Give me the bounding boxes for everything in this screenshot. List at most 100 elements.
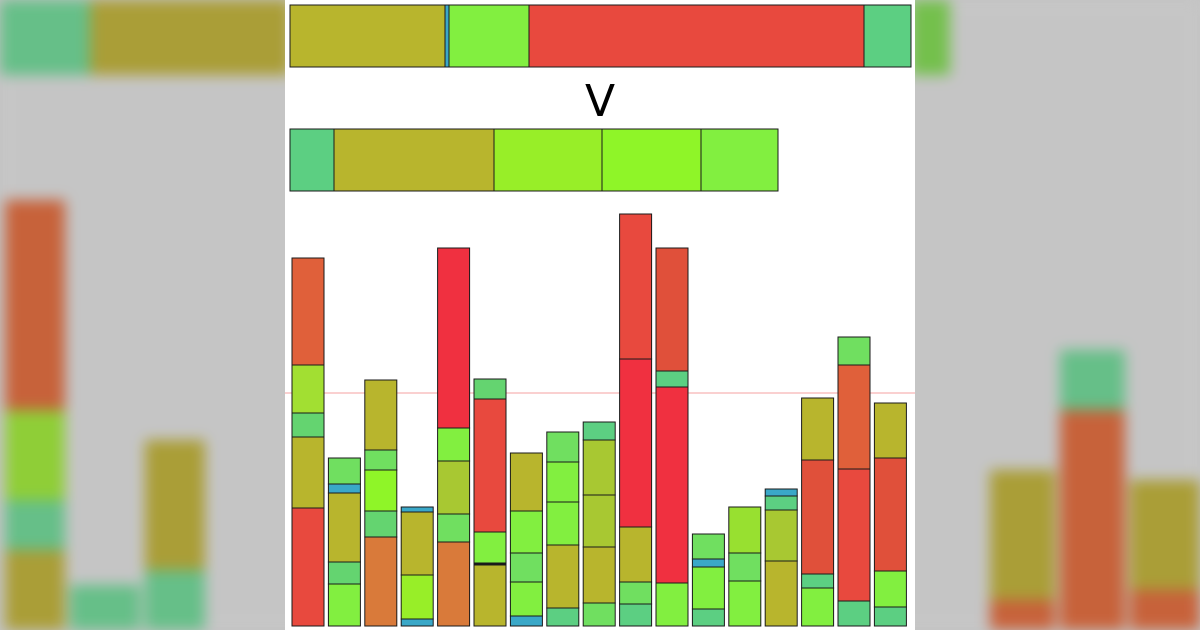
bar-column <box>655 247 689 627</box>
bar-segment <box>619 603 653 627</box>
middle-strip-segment <box>493 128 603 192</box>
bar-column <box>764 488 798 627</box>
bar-column <box>291 257 325 627</box>
middle-strip-segment <box>333 128 495 192</box>
bar-segment <box>327 457 361 485</box>
bar-segment <box>582 494 616 548</box>
bar-segment <box>619 581 653 605</box>
bg-blur-block <box>5 410 65 500</box>
bar-segment <box>546 501 580 546</box>
bar-column <box>619 213 653 627</box>
bg-blur-block <box>145 440 205 570</box>
bar-segment <box>291 436 325 509</box>
top-strip <box>289 4 912 68</box>
bar-segment <box>437 247 471 429</box>
bar-segment <box>509 581 543 617</box>
bar-segment <box>582 421 616 441</box>
bar-column <box>873 402 907 627</box>
stacked-bar-chart: V <box>285 0 915 630</box>
bar-segment <box>801 397 835 461</box>
bar-column <box>364 379 398 627</box>
bar-segment <box>437 541 471 627</box>
bar-segment <box>364 469 398 512</box>
bar-segment <box>619 526 653 583</box>
bar-segment <box>691 566 725 610</box>
bar-segment <box>400 618 434 627</box>
bar-segment <box>728 580 762 627</box>
bar-segment <box>655 582 689 627</box>
bar-column <box>801 397 835 627</box>
bar-column <box>400 506 434 627</box>
bar-segment <box>655 247 689 372</box>
bar-segment <box>291 412 325 438</box>
bar-segment <box>473 398 507 533</box>
bar-segment <box>873 606 907 627</box>
bar-segment <box>327 583 361 627</box>
top-strip-segment <box>444 4 450 68</box>
bar-segment <box>291 364 325 414</box>
bar-segment <box>728 552 762 582</box>
bar-segment <box>801 587 835 627</box>
bar-segment <box>546 461 580 503</box>
bar-segment <box>691 558 725 568</box>
middle-strip-segment <box>700 128 779 192</box>
bg-blur-block <box>1060 350 1125 410</box>
bar-segment <box>582 439 616 496</box>
bar-segment <box>291 257 325 366</box>
bg-blur-block <box>910 0 950 75</box>
bar-segment <box>801 459 835 575</box>
bar-segment <box>364 379 398 451</box>
bar-segment <box>691 608 725 627</box>
bar-segment <box>437 460 471 515</box>
bar-segment <box>801 573 835 589</box>
bar-segment <box>655 386 689 584</box>
bar-segment <box>873 457 907 572</box>
bg-blur-block <box>70 585 140 630</box>
bar-segment <box>764 560 798 627</box>
bg-blur-block <box>90 0 290 75</box>
bar-segment <box>437 513 471 543</box>
bar-segment <box>473 564 507 627</box>
bar-column <box>327 457 361 627</box>
bar-segment <box>327 483 361 494</box>
bar-segment <box>873 402 907 459</box>
bar-column <box>728 506 762 627</box>
middle-strip-segment <box>601 128 702 192</box>
operator-label: V <box>585 76 615 127</box>
bg-blur-block <box>990 470 1055 600</box>
bar-segment <box>764 488 798 497</box>
bg-blur-block <box>990 600 1055 630</box>
bar-segment <box>619 358 653 528</box>
bar-column <box>473 378 507 627</box>
bar-segment <box>364 510 398 538</box>
bar-segment <box>291 507 325 627</box>
bar-segment <box>691 533 725 560</box>
bar-segment <box>546 544 580 609</box>
bar-segment <box>400 506 434 513</box>
bar-segment <box>582 546 616 604</box>
bar-segment <box>327 561 361 585</box>
bar-segment <box>509 615 543 627</box>
top-strip-segment <box>528 4 865 68</box>
bar-segment <box>728 506 762 554</box>
bar-column <box>546 431 580 627</box>
bar-segment <box>837 336 871 366</box>
bar-segment <box>764 495 798 511</box>
middle-strip-segment <box>289 128 335 192</box>
bar-segment <box>837 364 871 470</box>
bar-segment <box>546 607 580 627</box>
bar-segment <box>546 431 580 463</box>
bar-segment <box>473 378 507 400</box>
bar-segment <box>400 511 434 576</box>
bar-column <box>509 452 543 627</box>
bars-group <box>291 213 907 627</box>
bg-blur-block <box>145 570 205 630</box>
middle-strip <box>289 128 779 192</box>
bar-segment <box>509 452 543 512</box>
bg-blur-block <box>1130 590 1200 630</box>
bar-segment <box>364 449 398 471</box>
bar-segment <box>509 552 543 583</box>
bar-segment <box>327 492 361 563</box>
bar-segment <box>837 468 871 602</box>
bar-segment <box>582 602 616 627</box>
